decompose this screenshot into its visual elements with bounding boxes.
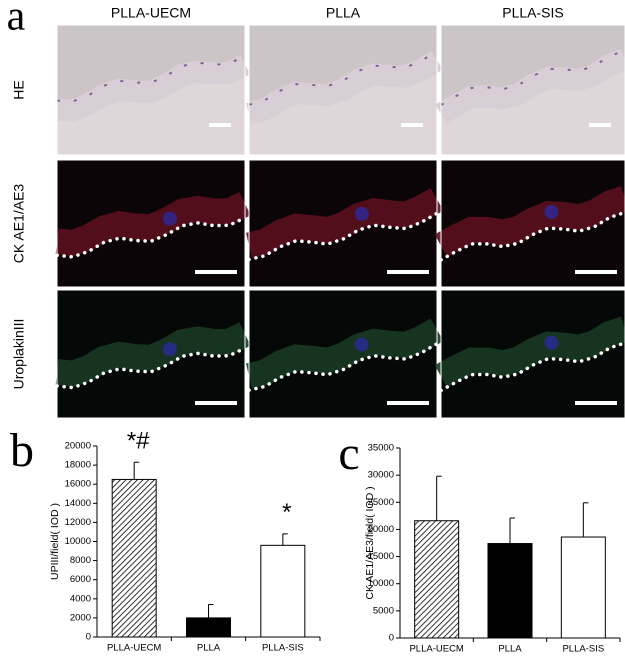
y-tick-label: 20000	[65, 441, 91, 452]
scale-bar	[387, 401, 429, 405]
tissue-band	[246, 50, 443, 125]
y-tick-label: 25000	[368, 497, 394, 508]
bar	[560, 536, 606, 639]
y-tick-label: 0	[86, 632, 91, 643]
frame	[248, 159, 438, 288]
y-tick-label: 15000	[368, 551, 394, 562]
bar	[260, 544, 306, 638]
frame	[440, 289, 625, 419]
y-tick-label: 2000	[70, 612, 91, 623]
bar	[487, 543, 533, 639]
y-tick-label: 8000	[70, 555, 91, 566]
column-header: PLLA-SIS	[502, 5, 563, 21]
nucleus	[354, 206, 369, 221]
tissue-band	[55, 322, 251, 387]
tissue	[57, 64, 245, 155]
frame	[440, 159, 625, 288]
y-axis-label: UPIII/field( IOD )	[49, 503, 61, 580]
nucleus	[354, 337, 369, 352]
scale-bar	[589, 123, 611, 127]
x-tick-label: PLLA-UECM	[409, 644, 463, 655]
row-label: HE	[11, 80, 27, 99]
tissue-band	[55, 191, 251, 257]
panel-label: b	[10, 424, 34, 477]
y-tick-label: 10000	[368, 578, 394, 589]
x-tick-label: PLLA	[498, 644, 522, 655]
stain	[440, 49, 625, 106]
frame	[56, 24, 246, 156]
tissue-band	[246, 188, 444, 259]
scale-bar	[575, 270, 617, 274]
tissue-band	[56, 54, 251, 122]
image-grid	[55, 24, 625, 419]
y-tick-label: 6000	[70, 574, 91, 585]
significance-mark: *#	[127, 428, 150, 455]
row-label: CK AE1/AE3	[11, 184, 27, 264]
x-tick-label: PLLA	[197, 643, 221, 654]
scale-bar	[209, 123, 231, 127]
y-tick-label: 4000	[70, 593, 91, 604]
boundary	[55, 215, 247, 259]
scale-bar	[575, 401, 617, 405]
y-tick-label: 14000	[65, 498, 91, 509]
tissue-band	[435, 48, 625, 124]
panel-label: a	[7, 0, 26, 40]
frame	[56, 159, 246, 288]
column-header: PLLA	[326, 5, 361, 21]
nucleus	[544, 205, 559, 220]
bar	[414, 520, 460, 639]
stain	[248, 50, 438, 106]
frame	[248, 24, 438, 156]
nucleus	[162, 342, 177, 357]
x-tick-label: PLLA-UECM	[107, 643, 161, 654]
boundary	[247, 341, 439, 392]
y-tick-label: 5000	[373, 605, 394, 616]
scale-bar	[195, 270, 237, 274]
row-label: UroplakinIII	[11, 319, 27, 390]
x-tick-label: PLLA-SIS	[262, 643, 304, 654]
tissue-band	[434, 316, 625, 388]
scale-bar	[387, 270, 429, 274]
boundary	[439, 210, 625, 262]
y-tick-label: 16000	[65, 479, 91, 490]
boundary	[247, 211, 439, 262]
boundary	[439, 341, 625, 393]
y-tick-label: 30000	[368, 470, 394, 481]
scale-bar	[195, 401, 237, 405]
nucleus	[544, 335, 559, 350]
boundary	[55, 346, 247, 390]
y-axis-label: CK AE1/AE3/field( IOD )	[364, 486, 376, 599]
bar	[111, 478, 157, 638]
y-tick-label: 18000	[65, 460, 91, 471]
significance-mark: *	[282, 499, 291, 526]
nucleus	[162, 211, 177, 226]
x-tick-label: PLLA-SIS	[562, 644, 604, 655]
column-header: PLLA-UECM	[111, 5, 191, 21]
y-tick-label: 12000	[65, 517, 91, 528]
y-tick-label: 35000	[368, 443, 394, 454]
frame	[248, 289, 438, 419]
panel-label: c	[338, 427, 359, 480]
y-tick-label: 0	[389, 633, 394, 644]
y-tick-label: 10000	[65, 536, 91, 547]
tissue-band	[434, 186, 625, 258]
tissue-band	[246, 318, 444, 389]
scale-bar	[401, 123, 423, 127]
bar	[186, 617, 231, 638]
frame	[56, 289, 246, 419]
y-tick-label: 20000	[368, 524, 394, 535]
frame	[440, 24, 625, 156]
